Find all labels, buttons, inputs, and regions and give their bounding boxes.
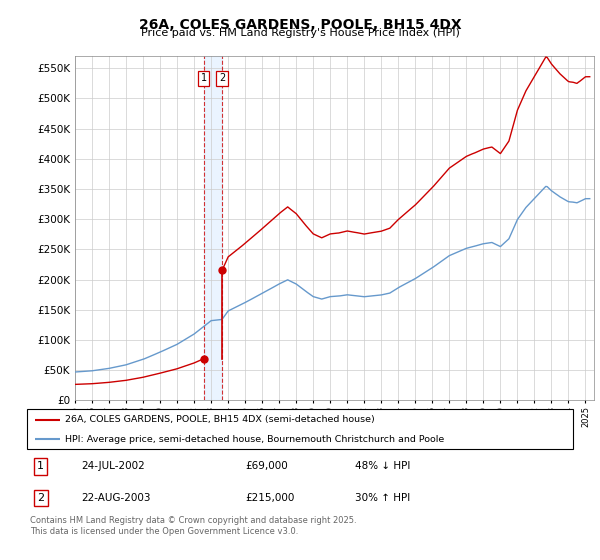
Text: 1: 1	[200, 73, 207, 83]
Text: £215,000: £215,000	[245, 493, 295, 503]
Text: HPI: Average price, semi-detached house, Bournemouth Christchurch and Poole: HPI: Average price, semi-detached house,…	[65, 435, 445, 444]
Text: 48% ↓ HPI: 48% ↓ HPI	[355, 461, 410, 472]
Text: Price paid vs. HM Land Registry's House Price Index (HPI): Price paid vs. HM Land Registry's House …	[140, 28, 460, 38]
Text: 1: 1	[37, 461, 44, 472]
Text: 30% ↑ HPI: 30% ↑ HPI	[355, 493, 410, 503]
Text: 24-JUL-2002: 24-JUL-2002	[82, 461, 145, 472]
Text: 2: 2	[37, 493, 44, 503]
Text: Contains HM Land Registry data © Crown copyright and database right 2025.
This d: Contains HM Land Registry data © Crown c…	[30, 516, 356, 536]
Text: 26A, COLES GARDENS, POOLE, BH15 4DX (semi-detached house): 26A, COLES GARDENS, POOLE, BH15 4DX (sem…	[65, 415, 375, 424]
Text: 26A, COLES GARDENS, POOLE, BH15 4DX: 26A, COLES GARDENS, POOLE, BH15 4DX	[139, 18, 461, 32]
Bar	[203, 56, 222, 400]
Text: 22-AUG-2003: 22-AUG-2003	[82, 493, 151, 503]
FancyBboxPatch shape	[27, 409, 573, 449]
Text: £69,000: £69,000	[245, 461, 288, 472]
Text: 2: 2	[219, 73, 225, 83]
